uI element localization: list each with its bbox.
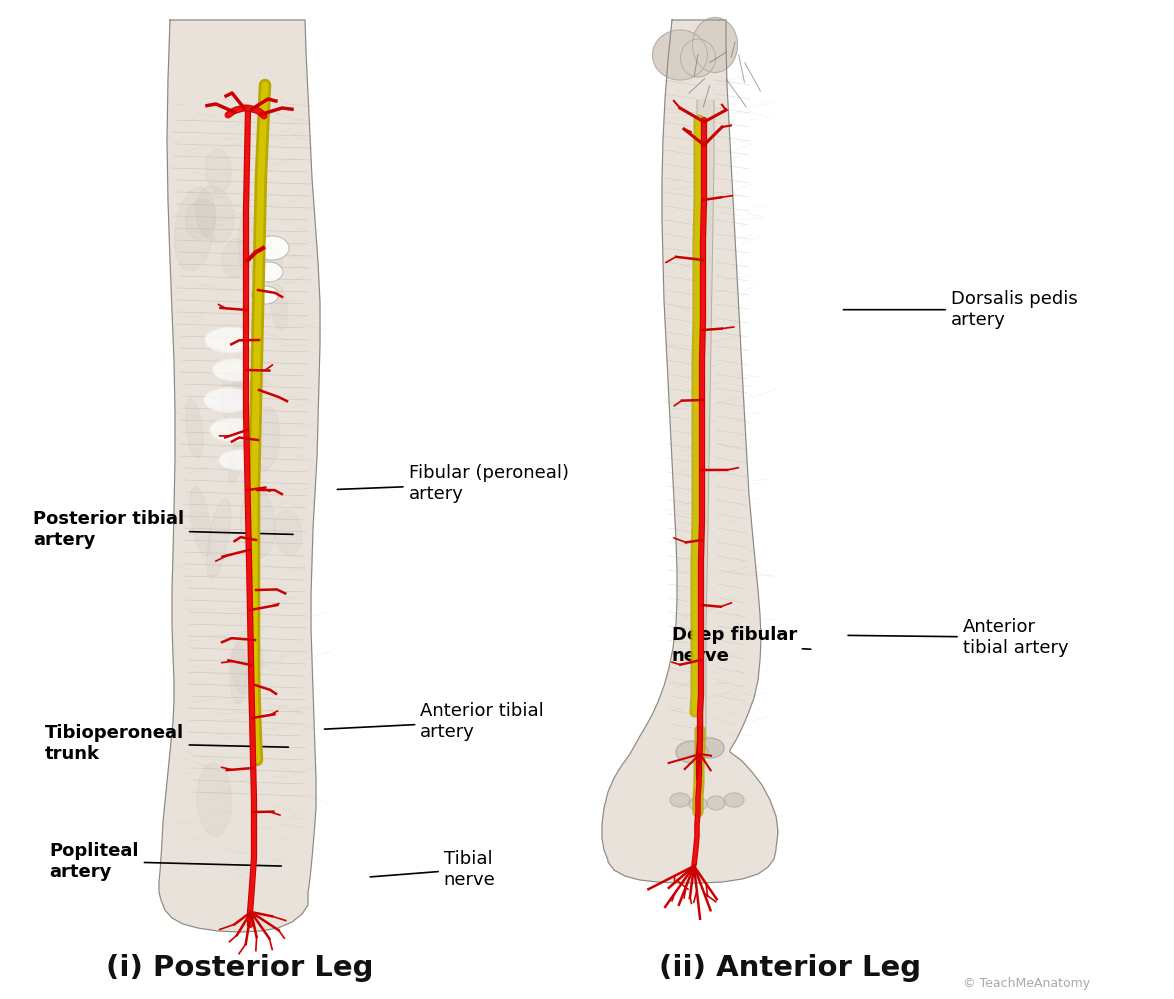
Ellipse shape [197,763,231,836]
Ellipse shape [241,489,275,558]
Ellipse shape [207,499,230,578]
Text: Dorsalis pedis
artery: Dorsalis pedis artery [843,291,1078,329]
Ellipse shape [689,797,707,810]
Text: (i) Posterior Leg: (i) Posterior Leg [107,954,373,982]
Ellipse shape [229,406,256,483]
Text: Deep fibular
nerve: Deep fibular nerve [672,626,811,664]
Ellipse shape [270,284,288,330]
Text: Tibial
nerve: Tibial nerve [370,850,495,888]
Text: Tibioperoneal
trunk: Tibioperoneal trunk [45,724,289,762]
Ellipse shape [185,200,216,239]
Ellipse shape [212,359,257,381]
Ellipse shape [190,487,210,556]
Ellipse shape [234,367,264,398]
Ellipse shape [693,18,737,73]
Polygon shape [697,100,714,740]
Ellipse shape [231,631,263,694]
Ellipse shape [681,39,715,77]
Ellipse shape [653,30,708,80]
Text: Anterior
tibial artery: Anterior tibial artery [848,618,1068,656]
Ellipse shape [230,644,247,704]
Ellipse shape [205,328,255,353]
Ellipse shape [254,263,282,281]
Ellipse shape [210,419,256,442]
Ellipse shape [275,510,302,556]
Ellipse shape [252,287,277,303]
Text: Popliteal
artery: Popliteal artery [49,842,282,880]
Ellipse shape [175,187,215,271]
Ellipse shape [670,793,690,807]
Ellipse shape [249,408,279,472]
Ellipse shape [238,209,257,279]
Polygon shape [602,20,778,883]
Ellipse shape [204,388,252,412]
Text: Anterior tibial
artery: Anterior tibial artery [324,702,544,740]
Ellipse shape [220,450,261,470]
Ellipse shape [205,149,231,192]
Text: Fibular (peroneal)
artery: Fibular (peroneal) artery [337,465,568,502]
Ellipse shape [256,237,288,259]
Ellipse shape [185,399,203,459]
Text: (ii) Anterior Leg: (ii) Anterior Leg [659,954,922,982]
Ellipse shape [676,741,708,763]
Ellipse shape [724,793,744,807]
Ellipse shape [196,186,235,243]
Polygon shape [158,20,321,932]
Ellipse shape [222,239,250,278]
Ellipse shape [707,796,726,810]
Text: © TeachMeAnatomy: © TeachMeAnatomy [963,977,1089,990]
Ellipse shape [222,372,245,439]
Ellipse shape [266,245,283,280]
Ellipse shape [696,738,724,758]
Text: Posterior tibial
artery: Posterior tibial artery [33,510,294,548]
